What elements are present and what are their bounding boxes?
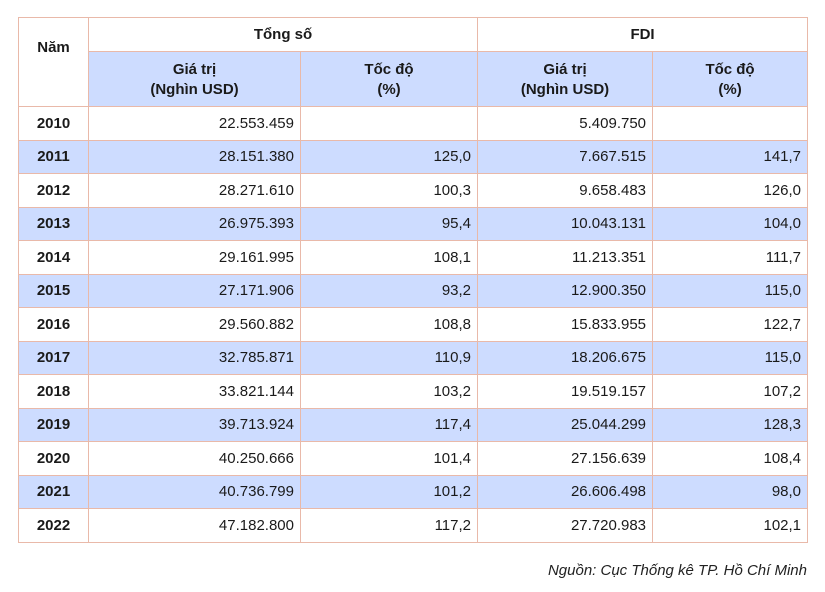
cell-fdi-value: 18.206.675 [477, 340, 654, 375]
table-row: 2012 28.271.610 100,3 9.658.483 126,0 [18, 173, 809, 208]
cell-total-value: 32.785.871 [88, 340, 301, 375]
cell-year: 2017 [18, 340, 89, 375]
header-total-value: Giá trị (Nghìn USD) [88, 51, 301, 107]
cell-total-value: 40.736.799 [88, 474, 301, 509]
table-row: 2015 27.171.906 93,2 12.900.350 115,0 [18, 273, 809, 308]
table-row: 2018 33.821.144 103,2 19.519.157 107,2 [18, 374, 809, 409]
cell-fdi-value: 11.213.351 [477, 240, 654, 275]
cell-year: 2021 [18, 474, 89, 509]
header-total: Tổng số [87, 17, 479, 52]
header-rate-line2: (%) [718, 81, 742, 98]
cell-fdi-value: 10.043.131 [477, 206, 654, 241]
cell-total-rate: 117,2 [299, 508, 479, 543]
table-row: 2016 29.560.882 108,8 15.833.955 122,7 [18, 307, 809, 342]
cell-year: 2011 [18, 139, 89, 174]
table-row: 2014 29.161.995 108,1 11.213.351 111,7 [18, 240, 809, 275]
cell-total-value: 28.271.610 [88, 173, 301, 208]
cell-fdi-value: 15.833.955 [477, 307, 654, 342]
cell-year: 2013 [18, 206, 89, 241]
cell-fdi-value: 7.667.515 [477, 139, 654, 174]
cell-year: 2016 [18, 307, 89, 342]
cell-fdi-rate: 115,0 [652, 273, 809, 308]
cell-fdi-value: 19.519.157 [477, 374, 654, 409]
header-year: Năm [18, 17, 89, 107]
table-row: 2022 47.182.800 117,2 27.720.983 102,1 [18, 508, 809, 543]
cell-total-rate: 101,2 [299, 474, 479, 509]
cell-fdi-rate: 102,1 [652, 508, 809, 543]
cell-total-rate: 108,1 [299, 240, 479, 275]
cell-fdi-value: 27.156.639 [477, 441, 654, 476]
cell-fdi-value: 9.658.483 [477, 173, 654, 208]
table-row: 2010 22.553.459 5.409.750 [18, 106, 809, 141]
cell-total-value: 29.560.882 [88, 307, 301, 342]
cell-total-value: 39.713.924 [88, 407, 301, 442]
cell-fdi-value: 25.044.299 [477, 407, 654, 442]
cell-year: 2010 [18, 106, 89, 141]
cell-fdi-rate: 128,3 [652, 407, 809, 442]
cell-year: 2018 [18, 374, 89, 409]
cell-total-value: 29.161.995 [88, 240, 301, 275]
cell-fdi-value: 5.409.750 [477, 106, 654, 141]
table-row: 2017 32.785.871 110,9 18.206.675 115,0 [18, 340, 809, 375]
cell-total-value: 26.975.393 [88, 206, 301, 241]
header-rate-line1: Tốc độ [705, 61, 755, 78]
cell-total-value: 22.553.459 [88, 106, 301, 141]
cell-total-rate: 103,2 [299, 374, 479, 409]
header-value-line2: (Nghìn USD) [520, 81, 610, 98]
cell-fdi-rate: 108,4 [652, 441, 809, 476]
cell-total-rate [299, 106, 479, 141]
cell-total-rate: 125,0 [299, 139, 479, 174]
cell-fdi-value: 12.900.350 [477, 273, 654, 308]
header-value-line1: Giá trị [172, 61, 217, 78]
header-fdi-value: Giá trị (Nghìn USD) [477, 51, 654, 107]
table-row: 2011 28.151.380 125,0 7.667.515 141,7 [18, 139, 809, 174]
cell-fdi-rate: 98,0 [652, 474, 809, 509]
header-value-line1: Giá trị [543, 61, 587, 78]
source-note: Nguồn: Cục Thống kê TP. Hồ Chí Minh [547, 562, 807, 579]
header-value-line2: (Nghìn USD) [150, 81, 239, 98]
export-value-table: Năm Tổng số FDI Giá trị (Nghìn USD) Tốc … [18, 17, 809, 543]
cell-total-rate: 93,2 [299, 273, 479, 308]
cell-total-rate: 108,8 [299, 307, 479, 342]
cell-total-value: 33.821.144 [88, 374, 301, 409]
cell-total-value: 28.151.380 [88, 139, 301, 174]
cell-total-value: 27.171.906 [88, 273, 301, 308]
cell-fdi-rate: 115,0 [652, 340, 809, 375]
cell-fdi-value: 26.606.498 [477, 474, 654, 509]
cell-year: 2014 [18, 240, 89, 275]
table-row: 2020 40.250.666 101,4 27.156.639 108,4 [18, 441, 809, 476]
header-rate-line1: Tốc độ [364, 61, 414, 78]
cell-fdi-rate: 111,7 [652, 240, 809, 275]
cell-total-rate: 100,3 [299, 173, 479, 208]
table-row: 2021 40.736.799 101,2 26.606.498 98,0 [18, 474, 809, 509]
cell-fdi-rate: 126,0 [652, 173, 809, 208]
cell-fdi-rate: 104,0 [652, 206, 809, 241]
table-row: 2019 39.713.924 117,4 25.044.299 128,3 [18, 407, 809, 442]
cell-fdi-rate: 122,7 [652, 307, 809, 342]
header-total-rate: Tốc độ (%) [299, 51, 479, 107]
cell-total-rate: 117,4 [299, 407, 479, 442]
cell-year: 2022 [18, 508, 89, 543]
header-fdi: FDI [477, 17, 809, 52]
cell-fdi-rate: 141,7 [652, 139, 809, 174]
cell-total-rate: 101,4 [299, 441, 479, 476]
cell-total-rate: 110,9 [299, 340, 479, 375]
cell-total-value: 40.250.666 [88, 441, 301, 476]
cell-year: 2012 [18, 173, 89, 208]
cell-fdi-rate: 107,2 [652, 374, 809, 409]
cell-year: 2020 [18, 441, 89, 476]
cell-total-rate: 95,4 [299, 206, 479, 241]
cell-fdi-rate [652, 106, 809, 141]
table-row: 2013 26.975.393 95,4 10.043.131 104,0 [18, 206, 809, 241]
cell-year: 2015 [18, 273, 89, 308]
cell-fdi-value: 27.720.983 [477, 508, 654, 543]
cell-year: 2019 [18, 407, 89, 442]
cell-total-value: 47.182.800 [88, 508, 301, 543]
header-fdi-rate: Tốc độ (%) [652, 51, 809, 107]
header-rate-line2: (%) [377, 81, 401, 98]
